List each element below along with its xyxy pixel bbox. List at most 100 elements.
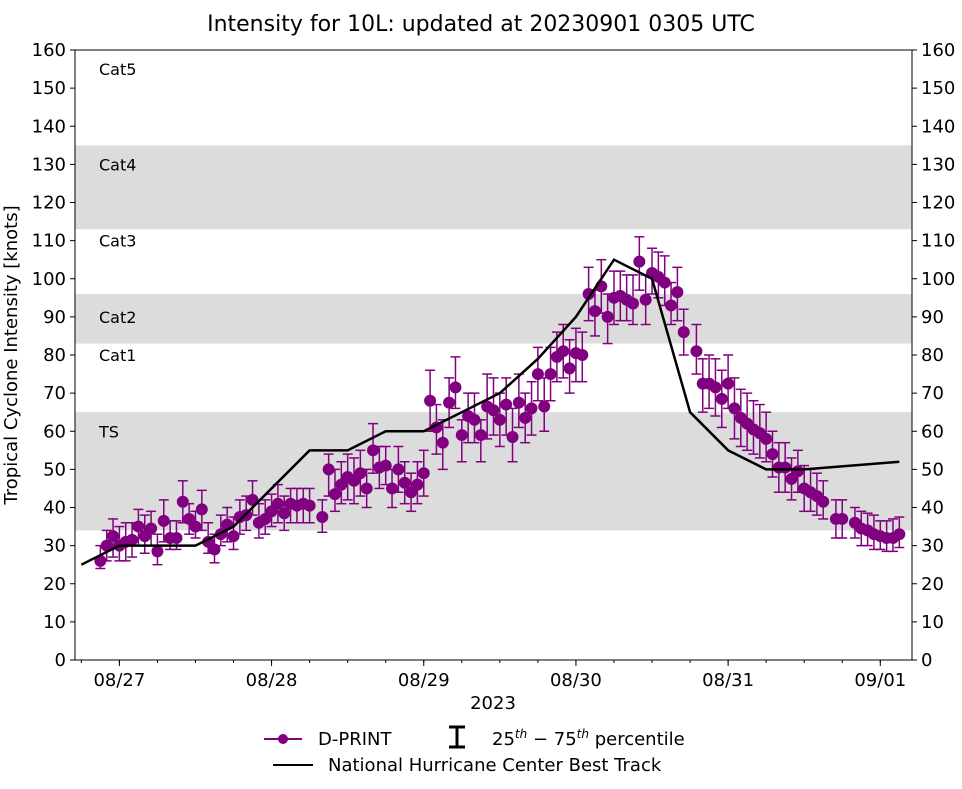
- band-label-cat5: Cat5: [99, 60, 136, 79]
- best-track-line: [80, 258, 900, 566]
- dprint-point: [677, 326, 690, 339]
- x-axis: 08/27 08/28 08/29 08/30 08/31 09/01: [80, 660, 906, 691]
- band-label-cat2: Cat2: [99, 308, 136, 327]
- dprint-point: [791, 465, 804, 478]
- dprint-point: [506, 430, 519, 443]
- dprint-point: [443, 396, 456, 409]
- y-tick-label-right: 90: [921, 307, 944, 328]
- dprint-point: [760, 432, 773, 445]
- y-tick-label-right: 60: [921, 421, 944, 442]
- y-tick-label-right: 140: [921, 116, 955, 137]
- y-tick-label-left: 100: [32, 269, 66, 290]
- y-tick-label-left: 120: [32, 193, 66, 214]
- y-tick-label-left: 20: [43, 574, 66, 595]
- category-labels: TS Cat1 Cat2 Cat3 Cat4 Cat5: [98, 60, 136, 441]
- y-axis-label: Tropical Cyclone Intensity [knots]: [1, 205, 22, 505]
- legend-dprint-label: D-PRINT: [318, 729, 392, 750]
- legend-besttrack-label: National Hurricane Center Best Track: [328, 755, 662, 776]
- dprint-point: [328, 488, 341, 501]
- dprint-point: [176, 495, 189, 508]
- dprint-point: [563, 362, 576, 375]
- dprint-point: [379, 459, 392, 472]
- dprint-point: [126, 533, 139, 546]
- dprint-point: [455, 429, 468, 442]
- y-tick-label-right: 130: [921, 154, 955, 175]
- dprint-point: [576, 349, 589, 361]
- dprint-point: [360, 482, 373, 495]
- y-tick-label-left: 30: [43, 536, 66, 557]
- dprint-point: [145, 522, 158, 535]
- dprint-point: [538, 400, 551, 413]
- y-tick-label-right: 110: [921, 231, 955, 252]
- x-tick-label: 08/27: [93, 670, 145, 691]
- legend-percentile-label: 25th − 75th percentile: [492, 727, 685, 750]
- y-tick-label-left: 80: [43, 345, 66, 366]
- dprint-point: [531, 368, 544, 381]
- dprint-point: [671, 286, 684, 299]
- y-tick-label-right: 0: [921, 650, 932, 671]
- dprint-point: [398, 476, 411, 489]
- dprint-point: [633, 255, 646, 268]
- y-tick-label-right: 80: [921, 345, 944, 366]
- dprint-point: [468, 413, 481, 426]
- dprint-point: [582, 288, 595, 300]
- dprint-point: [709, 381, 722, 394]
- legend-dprint-marker: [278, 734, 288, 744]
- y-tick-label-right: 40: [921, 498, 944, 519]
- y-tick-label-left: 130: [32, 154, 66, 175]
- x-tick-label: 08/31: [702, 670, 754, 691]
- band-label-cat4: Cat4: [99, 155, 136, 174]
- y-tick-label-left: 90: [43, 307, 66, 328]
- dprint-point: [544, 368, 557, 381]
- band-cat2: [75, 294, 912, 344]
- dprint-point: [512, 396, 525, 409]
- legend-errorbar-icon: [449, 725, 465, 749]
- dprint-point: [557, 345, 570, 358]
- dprint-point: [157, 514, 170, 527]
- dprint-point: [436, 436, 449, 449]
- dprint-point: [322, 463, 335, 476]
- plot-frame: [74, 49, 913, 661]
- dprint-point: [170, 532, 183, 544]
- x-tick-label: 09/01: [854, 670, 906, 691]
- legend: D-PRINT 25th − 75th percentile National …: [264, 725, 685, 776]
- dprint-point: [354, 467, 367, 480]
- x-tick-label: 08/29: [398, 670, 450, 691]
- dprint-point: [722, 377, 735, 390]
- dprint-point: [715, 392, 728, 405]
- dprint-point: [493, 413, 506, 426]
- dprint-point: [690, 345, 703, 358]
- dprint-point: [893, 528, 906, 541]
- x-axis-label: 2023: [470, 693, 516, 714]
- dprint-point: [665, 299, 678, 312]
- y-tick-label-left: 60: [43, 421, 66, 442]
- x-tick-label: 08/28: [246, 670, 298, 691]
- dprint-point: [639, 293, 652, 306]
- band-label-ts: TS: [98, 422, 119, 441]
- dprint-point: [525, 402, 538, 415]
- dprint-point: [766, 448, 779, 461]
- band-label-cat3: Cat3: [99, 232, 136, 251]
- y-tick-label-right: 150: [921, 78, 955, 99]
- dprint-point: [303, 499, 316, 512]
- chart-title: Intensity for 10L: updated at 20230901 0…: [207, 12, 755, 37]
- dprint-point: [386, 482, 399, 495]
- dprint-point: [132, 520, 145, 533]
- y-tick-label-right: 160: [921, 40, 955, 61]
- dprint-point: [100, 539, 113, 552]
- y-tick-label-right: 10: [921, 612, 944, 633]
- y-tick-label-right: 120: [921, 193, 955, 214]
- band-label-cat1: Cat1: [99, 346, 136, 365]
- dprint-point: [151, 545, 164, 558]
- dprint-point: [208, 543, 221, 556]
- dprint-point: [627, 297, 639, 310]
- dprint-point: [189, 520, 202, 533]
- dprint-point: [227, 530, 240, 543]
- dprint-point: [367, 444, 380, 457]
- y-tick-label-left: 150: [32, 78, 66, 99]
- y-tick-label-right: 50: [921, 459, 944, 480]
- dprint-point: [817, 495, 830, 508]
- dprint-point: [487, 404, 500, 417]
- dprint-point: [271, 497, 284, 510]
